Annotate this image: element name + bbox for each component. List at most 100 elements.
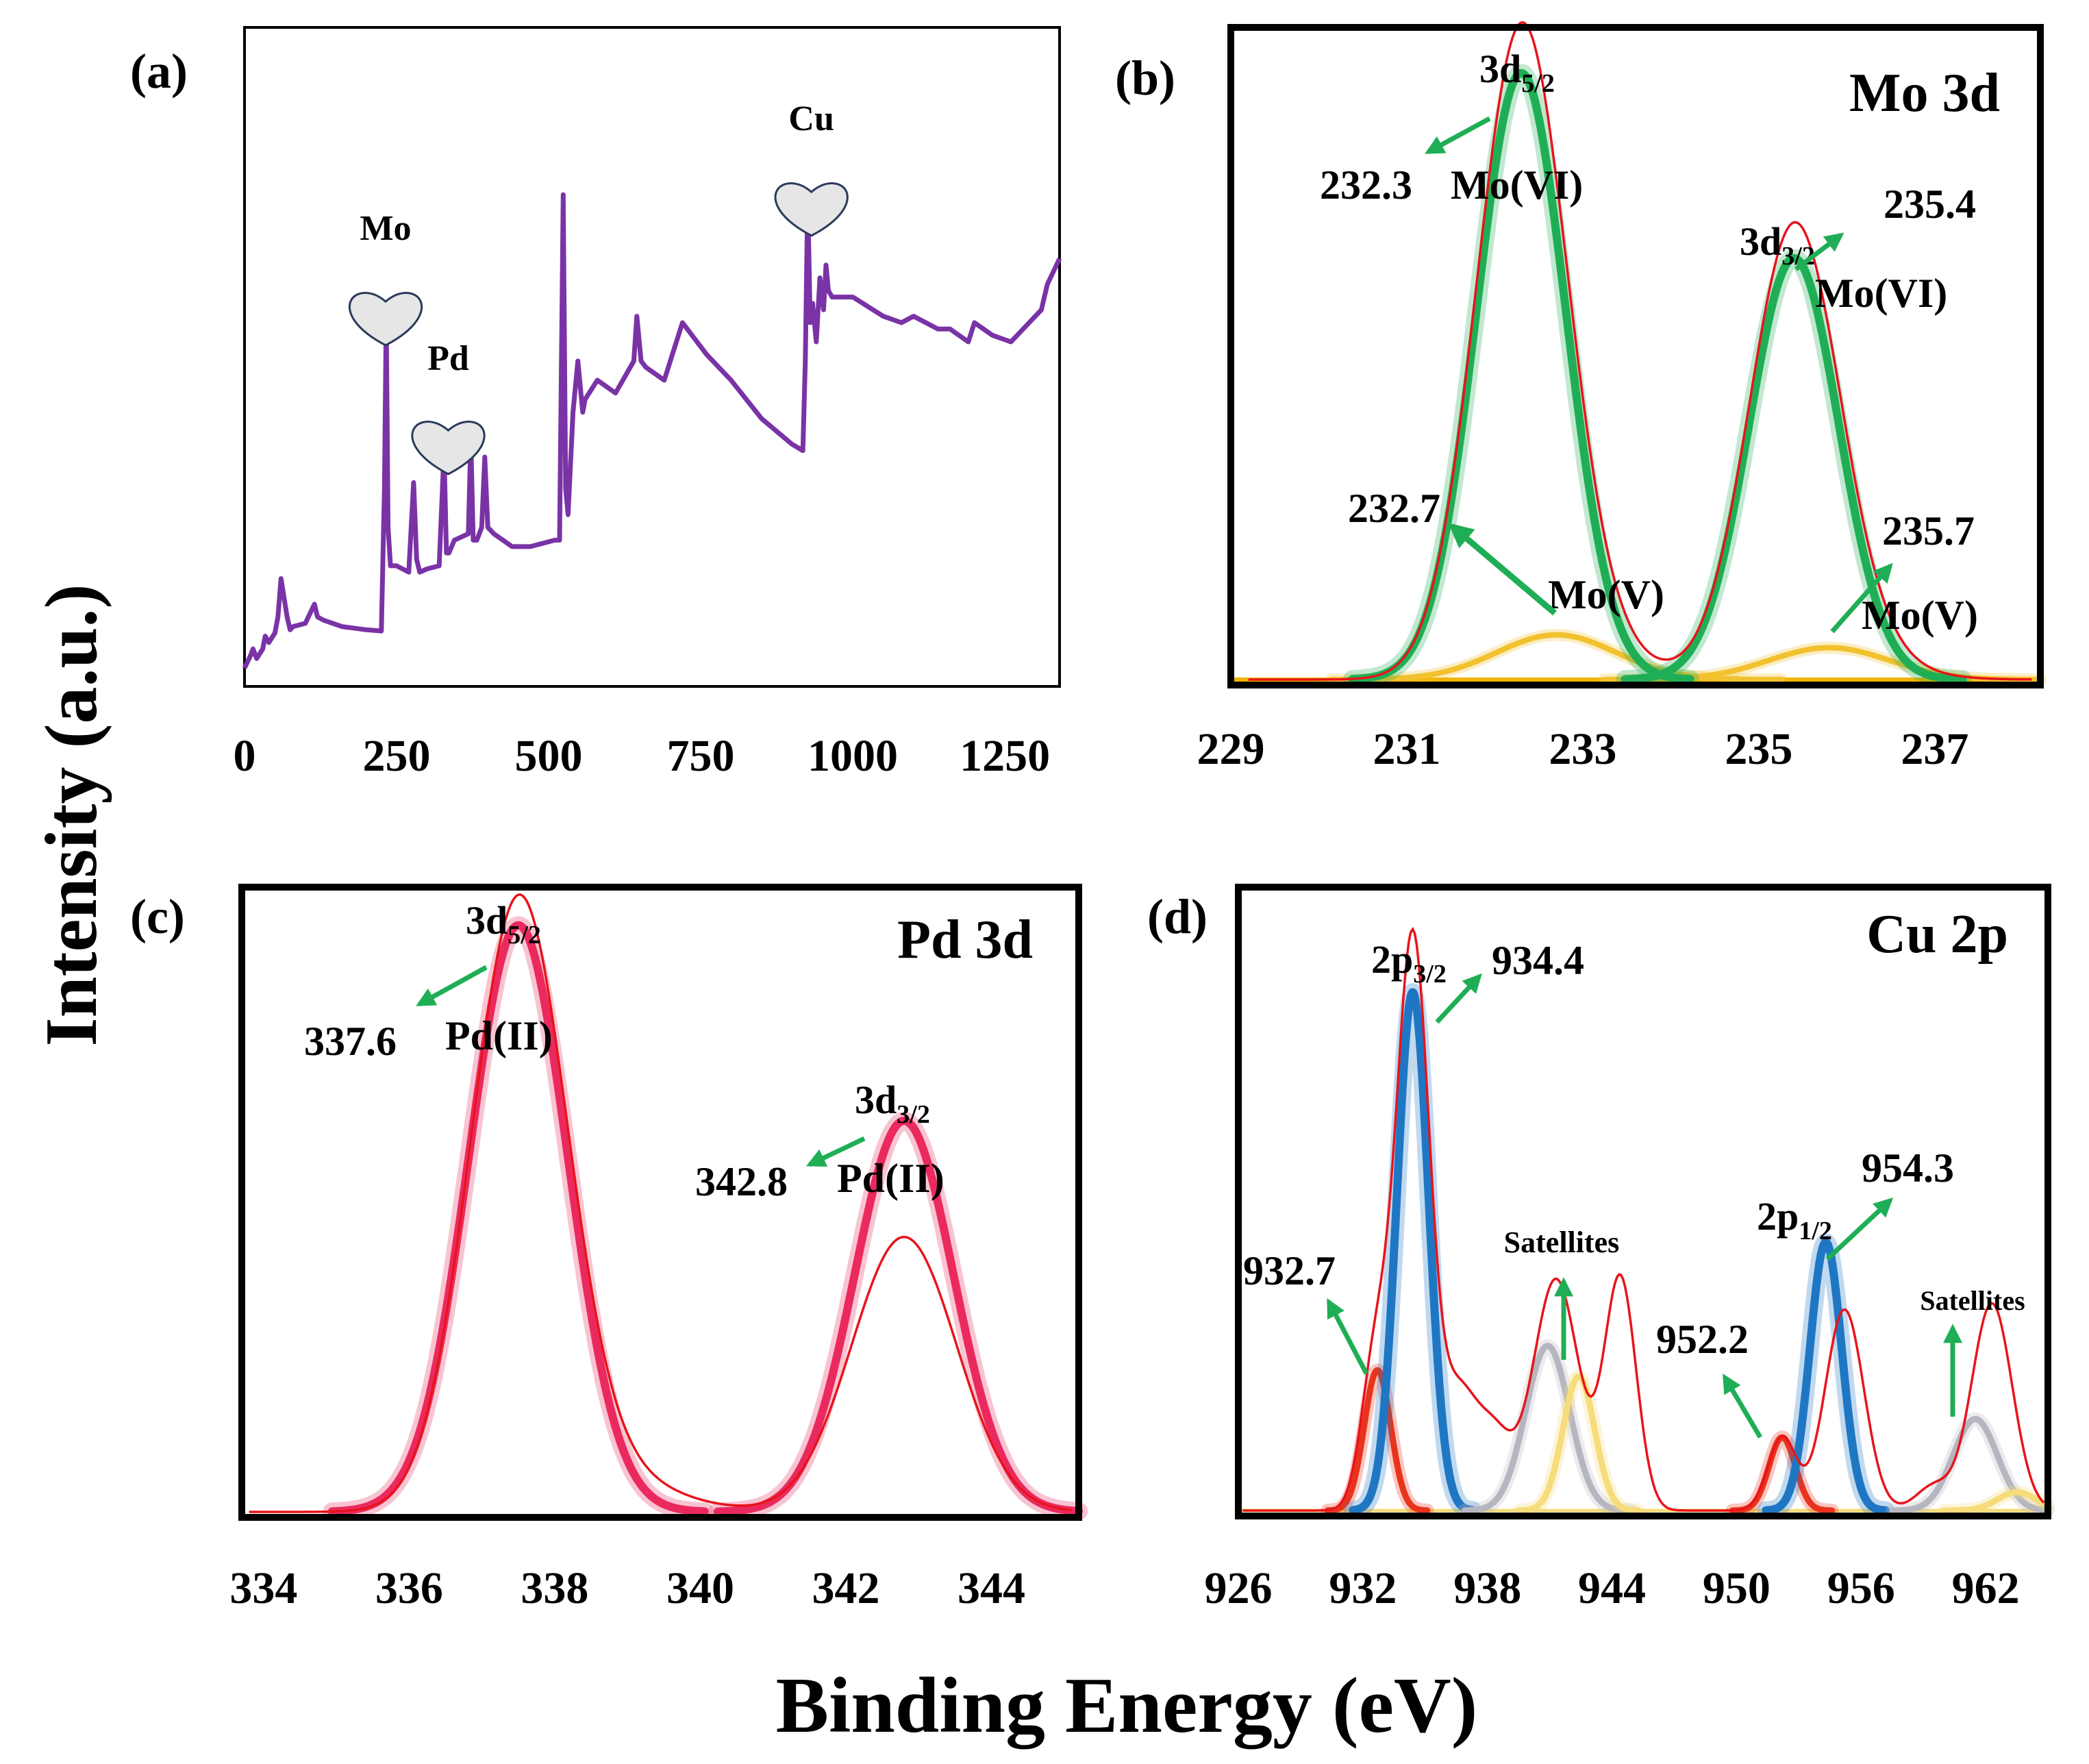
cu2p-curves [1238,926,2055,1519]
panel-d-tick-label: 956 [1827,1563,1895,1613]
mo-vi-label-2: Mo(VI) [1815,271,1947,316]
panel-d-tick-label: 932 [1329,1563,1397,1613]
cu-934-4-label: 934.4 [1492,938,1584,983]
panel-c-title: Pd 3d [897,910,1033,970]
satellite-yellow-1-curve [1516,1373,1642,1514]
mo-vi-3d3-2-curve [1621,253,1967,684]
cu-2p3-2-main-curve [1349,988,1477,1515]
x-axis-title: Binding Energy (eV) [776,1662,1478,1750]
mo-v-label-1: Mo(V) [1548,572,1664,617]
cu-arrow-932-7 [1326,1298,1369,1375]
panel-d-frame [1235,884,2051,1519]
panel-c-frame [238,884,1082,1521]
pd-3d52-label: 3d5/2 [466,898,541,949]
mo-235-4-label: 235.4 [1884,182,1976,227]
mo-vi-label-1: Mo(VI) [1451,162,1583,208]
mo-arrow-235-7 [1830,562,1893,634]
mo3d-curves [1231,21,2047,688]
panel-a-ticks: 0 250 500 750 1000 1250 [234,731,1051,781]
mo-vi-3d5-2-curve [1348,69,1694,684]
panel-b-tick-label: 231 [1373,724,1440,774]
cu-satellites-label-1: Satellites [1504,1226,1620,1259]
mo-232-3-label: 232.3 [1320,162,1412,208]
panel-a-element-markers: Mo Pd Cu [348,99,849,475]
pd-experimental-curve [249,893,1072,1513]
panel-d-tick-label: 938 [1453,1563,1521,1613]
pd-342-8-label: 342.8 [695,1159,788,1204]
panel-c-tick-label: 334 [229,1563,297,1613]
mo-envelope-curve [1248,21,2032,681]
mo-arrow-232-7 [1448,523,1557,616]
panel-a-tick-label: 750 [667,731,735,781]
panel-a-frame [243,26,1061,688]
pd-arrow-337-6 [416,965,488,1007]
panel-a-letter: (a) [130,44,188,99]
heart-marker-pd [411,421,486,475]
panel-c-ticks: 334 336 338 340 342 344 [229,1563,1025,1613]
panel-a-tick-label: 250 [363,731,431,781]
cu-2p3-2-minor-curve [1324,1367,1431,1514]
y-axis-title: Intensity (a.u.) [31,584,112,1046]
panel-d-ticks: 926 932 938 944 950 956 962 [1205,1563,2020,1613]
pd-arrow-342-8 [805,1136,866,1167]
cu-arrow-934-4 [1435,973,1482,1024]
panel-a-tick-label: 1000 [808,731,898,781]
survey-spectrum-line [242,192,1062,669]
cu-experimental-curve [1242,926,2045,1512]
panel-b-tick-label: 235 [1725,724,1792,774]
mo-3d52-label: 3d5/2 [1479,47,1555,98]
element-label-cu: Cu [788,99,834,138]
satellite-grey-1-curve [1461,1343,1634,1514]
panel-a-tick-label: 1250 [960,731,1050,781]
element-label-mo: Mo [360,209,411,248]
panel-c-tick-label: 344 [958,1563,1025,1613]
element-label-pd: Pd [427,339,469,378]
panel-d-letter: (d) [1147,889,1208,944]
satellite-grey-2-curve [1889,1416,2051,1514]
cu-satellites-label-2: Satellites [1920,1285,2025,1316]
mo-232-7-label: 232.7 [1348,486,1440,531]
panel-b-frame [1227,24,2044,688]
panel-b-title: Mo 3d [1849,63,2000,123]
panel-b-tick-label: 237 [1901,724,1968,774]
cu-arrow-954-3 [1825,1197,1894,1261]
panel-c-letter: (c) [130,889,185,944]
pd-337-6-label: 337.6 [304,1019,397,1064]
panel-d-tick-label: 962 [1952,1563,2020,1613]
mo-arrow-232-3 [1425,116,1491,155]
heart-marker-cu [774,182,849,237]
pd-ii-label-1: Pd(II) [445,1013,553,1058]
pd3d-curves [249,893,1088,1521]
panel-c-tick-label: 336 [375,1563,443,1613]
cu-932-7-label: 932.7 [1243,1248,1336,1293]
panel-a-tick-label: 500 [515,731,583,781]
pd-ii-label-2: Pd(II) [837,1156,945,1201]
panel-b-letter: (b) [1115,51,1175,105]
panel-b: 229 231 233 235 237 3d5/2 232.3 Mo(VI) 3d3/2… [1197,21,2047,774]
cu-2p32-label: 2p3/2 [1371,937,1447,989]
mo-v-label-2: Mo(V) [1862,593,1978,638]
cu-2p12-label: 2p1/2 [1757,1194,1832,1245]
panel-c: 334 336 338 340 342 344 3d5/2 337.6 Pd(II) 3d… [229,884,1088,1613]
cu-952-2-label: 952.2 [1656,1317,1749,1362]
panel-c-tick-label: 340 [666,1563,734,1613]
panel-b-tick-label: 229 [1197,724,1265,774]
pd-ii-3d5-2-curve [327,921,709,1516]
mo-3d32-label: 3d3/2 [1740,219,1815,271]
panel-d-tick-label: 950 [1703,1563,1771,1613]
panel-a-tick-label: 0 [234,731,256,781]
panel-b-ticks: 229 231 233 235 237 [1197,724,1969,774]
panel-d-tick-label: 926 [1205,1563,1273,1613]
panel-d-tick-label: 944 [1578,1563,1646,1613]
panel-d-title: Cu 2p [1866,904,2008,965]
heart-marker-mo [348,292,423,347]
cu-2p1-2-main-curve [1762,1238,1890,1515]
cu-954-3-label: 954.3 [1862,1145,1954,1191]
panel-a: 0 250 500 750 1000 1250 Mo Pd Cu [234,26,1062,781]
panel-c-tick-label: 338 [521,1563,588,1613]
cu-2p3-2-main-curve-glow [1344,982,1482,1519]
panel-b-tick-label: 233 [1549,724,1616,774]
panel-d: 926 932 938 944 950 956 962 2p3/2 934.4 932.7 … [1205,884,2055,1613]
mo-arrow-235-4 [1794,232,1844,271]
